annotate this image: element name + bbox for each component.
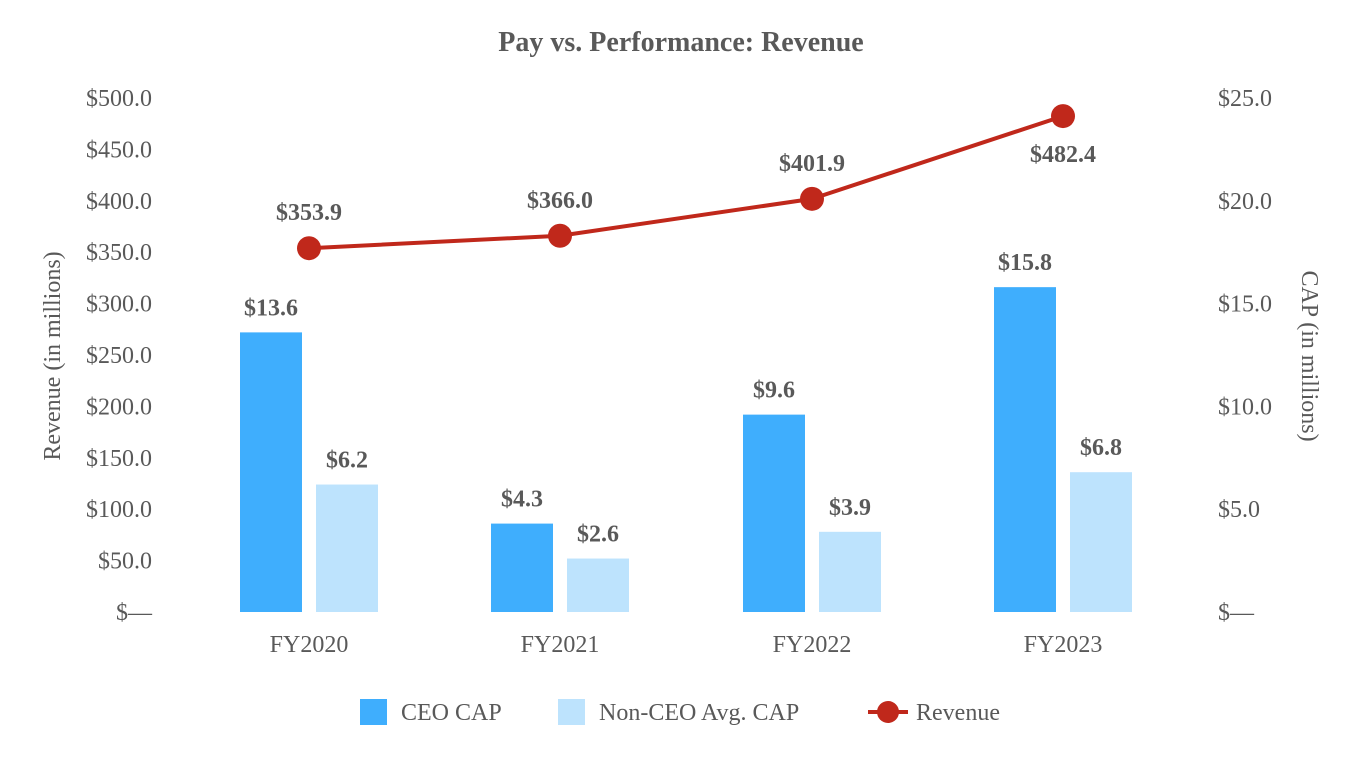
x-tick-label: FY2021	[521, 632, 600, 658]
left-tick-label: $250.0	[86, 343, 152, 369]
revenue-data-label: $482.4	[1030, 142, 1096, 168]
revenue-data-label: $401.9	[779, 151, 845, 177]
x-tick-label: FY2023	[1024, 632, 1103, 658]
right-tick-label: $—	[1218, 600, 1255, 626]
revenue-line-group: $353.9 $366.0 $401.9 $482.4	[276, 104, 1096, 261]
legend-swatch-non-ceo-avg-cap	[558, 699, 585, 725]
right-tick-label: $15.0	[1218, 292, 1272, 318]
left-axis-ticks: $— $50.0 $100.0 $150.0 $200.0 $250.0 $300.0 $35…	[86, 86, 153, 626]
right-axis-label: CAP (in millions)	[1296, 270, 1322, 441]
bar-data-label: $6.2	[326, 448, 368, 474]
bar-ceo-cap-fy2021	[491, 523, 553, 612]
bar-ceo-cap-fy2022	[743, 414, 805, 612]
left-tick-label: $450.0	[86, 137, 152, 163]
revenue-point-fy2020	[297, 236, 321, 261]
legend-label-ceo-cap: CEO CAP	[401, 700, 502, 726]
bar-ceo-cap-fy2023	[994, 287, 1056, 612]
right-axis-ticks: $— $5.0 $10.0 $15.0 $20.0 $25.0	[1218, 86, 1272, 626]
bar-data-label: $3.9	[829, 495, 871, 521]
bar-non-ceo-avg-cap-fy2022	[819, 531, 881, 612]
left-tick-label: $100.0	[86, 497, 152, 523]
left-tick-label: $150.0	[86, 446, 152, 472]
right-tick-label: $10.0	[1218, 394, 1272, 420]
revenue-line	[308, 114, 1064, 251]
bar-data-label: $4.3	[501, 487, 543, 513]
revenue-point-fy2023	[1051, 104, 1075, 129]
revenue-data-label: $366.0	[527, 188, 593, 214]
left-tick-label: $—	[116, 600, 153, 626]
right-tick-label: $25.0	[1218, 86, 1272, 112]
bar-non-ceo-avg-cap-fy2023	[1070, 472, 1132, 612]
left-tick-label: $300.0	[86, 292, 152, 318]
legend-marker-revenue	[877, 701, 899, 723]
revenue-point-fy2021	[548, 223, 572, 248]
left-tick-label: $200.0	[86, 394, 152, 420]
bars-group: $13.6 $6.2 $4.3 $2.6 $9.6 $3.9 $15.8 $6.8	[240, 250, 1132, 612]
x-tick-label: FY2020	[270, 632, 349, 658]
bar-data-label: $9.6	[753, 378, 795, 404]
legend-label-non-ceo-avg-cap: Non-CEO Avg. CAP	[599, 700, 799, 726]
x-tick-label: FY2022	[773, 632, 852, 658]
right-tick-label: $5.0	[1218, 497, 1260, 523]
bar-data-label: $15.8	[998, 250, 1052, 276]
x-axis-ticks: FY2020 FY2021 FY2022 FY2023	[270, 632, 1103, 658]
left-axis-label: Revenue (in millions)	[40, 251, 66, 460]
left-tick-label: $500.0	[86, 86, 152, 112]
bar-data-label: $6.8	[1080, 435, 1122, 461]
right-tick-label: $20.0	[1218, 189, 1272, 215]
bar-non-ceo-avg-cap-fy2020	[316, 484, 378, 612]
bar-data-label: $13.6	[244, 295, 298, 321]
chart-title: Pay vs. Performance: Revenue	[498, 27, 863, 58]
revenue-data-label: $353.9	[276, 200, 342, 226]
left-tick-label: $350.0	[86, 240, 152, 266]
legend: CEO CAP Non-CEO Avg. CAP Revenue	[360, 699, 1000, 726]
legend-label-revenue: Revenue	[916, 700, 1000, 726]
left-tick-label: $50.0	[98, 549, 152, 575]
revenue-point-fy2022	[800, 186, 824, 211]
left-tick-label: $400.0	[86, 189, 152, 215]
bar-non-ceo-avg-cap-fy2021	[567, 558, 629, 612]
legend-swatch-ceo-cap	[360, 699, 387, 725]
bar-ceo-cap-fy2020	[240, 332, 302, 612]
bar-data-label: $2.6	[577, 522, 619, 548]
